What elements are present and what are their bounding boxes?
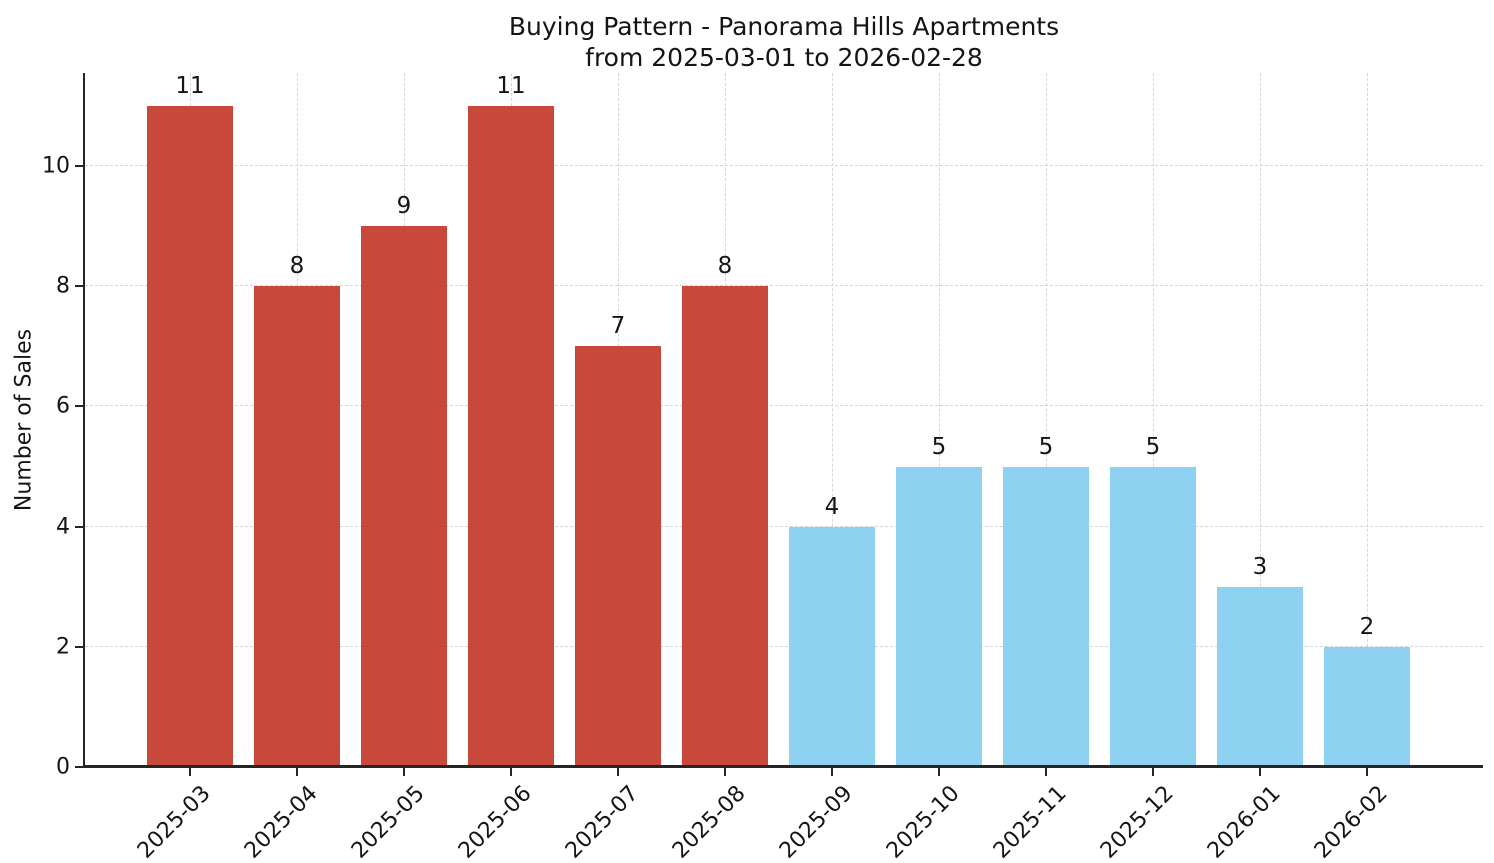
bar-slot: 2 2026-02 [1310,73,1421,863]
bar-value-label: 2 [1359,613,1375,640]
bar-value-label: 11 [175,73,205,100]
x-tick-mark [403,767,405,776]
x-tick-label: 2025-09 [775,781,858,863]
bar [468,106,554,767]
x-tick-label: 2025-06 [454,781,537,863]
bar [896,466,982,767]
gridline-vertical [1367,73,1368,767]
y-tick-mark [75,285,83,288]
y-tick-label: 4 [56,514,70,540]
chart-title: Buying Pattern - Panorama Hills Apartmen… [85,11,1483,73]
bar-slot: 3 2026-01 [1203,73,1314,863]
x-tick-mark [510,767,512,776]
bar [1217,586,1303,767]
plot-area: 0 2 4 6 8 10 11 2025-03 8 2025-04 9 2025-05 11 2025-0… [42,73,1483,863]
bar-value-label: 3 [1252,553,1268,580]
x-axis-spine [83,765,1483,768]
bar-slot: 11 2025-06 [454,73,565,863]
y-tick-mark [75,165,83,168]
y-tick-mark [75,766,83,768]
x-tick-label: 2025-05 [347,781,430,863]
bar [147,106,233,767]
x-tick-mark [1152,767,1154,776]
bar-slot: 7 2025-07 [561,73,672,863]
bar-value-label: 5 [931,433,947,460]
x-tick-mark [938,767,940,776]
gridline-vertical [832,73,833,767]
bar-value-label: 8 [289,253,305,280]
x-tick-mark [296,767,298,776]
x-tick-mark [831,767,833,776]
bar-value-label: 4 [824,493,840,520]
bar [361,226,447,767]
bar [254,286,340,767]
bar-slot: 5 2025-12 [1096,73,1207,863]
bar-value-label: 9 [396,193,412,220]
bar-slot: 8 2025-04 [240,73,351,863]
y-tick-label: 2 [56,634,70,660]
gridline-horizontal [85,285,1483,287]
bar-slot: 11 2025-03 [133,73,244,863]
y-tick-mark [75,645,83,648]
x-tick-mark [1259,767,1261,776]
x-tick-mark [724,767,726,776]
x-tick-label: 2025-11 [989,781,1072,863]
y-tick-mark [75,405,83,408]
bar-value-label: 5 [1038,433,1054,460]
bar [1003,466,1089,767]
bar [575,346,661,767]
y-tick-mark [75,525,83,528]
y-tick-label: 8 [56,273,70,299]
gridline-horizontal [85,165,1483,167]
gridline-vertical [1153,73,1154,767]
x-tick-label: 2025-03 [133,781,216,863]
chart-title-line1: Buying Pattern - Panorama Hills Apartmen… [508,12,1060,41]
chart-title-line2: from 2025-03-01 to 2026-02-28 [585,43,983,72]
bar-slot: 5 2025-10 [882,73,993,863]
gridline-vertical [939,73,940,767]
y-tick-label: 6 [56,393,70,419]
bar [789,526,875,767]
gridline-vertical [1260,73,1261,767]
x-tick-mark [1045,767,1047,776]
bar-value-label: 7 [610,313,626,340]
bar [682,286,768,767]
y-axis-label: Number of Sales [11,328,37,512]
bar [1110,466,1196,767]
x-tick-label: 2025-12 [1096,781,1179,863]
x-tick-mark [617,767,619,776]
gridline-horizontal [85,645,1483,647]
bar-slot: 8 2025-08 [668,73,779,863]
bar-value-label: 8 [717,253,733,280]
y-axis-spine [83,73,85,767]
y-tick-label: 10 [42,153,70,179]
x-tick-label: 2025-07 [561,781,644,863]
x-tick-label: 2025-10 [882,781,965,863]
bar-slot: 9 2025-05 [347,73,458,863]
x-tick-label: 2025-08 [668,781,751,863]
bar [1324,646,1410,767]
x-tick-label: 2026-02 [1310,781,1393,863]
gridline-horizontal [85,525,1483,527]
bar-slot: 5 2025-11 [989,73,1100,863]
gridline-vertical [1046,73,1047,767]
y-tick-label: 0 [56,754,70,780]
x-tick-label: 2025-04 [240,781,323,863]
x-tick-mark [189,767,191,776]
gridline-horizontal [85,405,1483,407]
x-tick-label: 2026-01 [1203,781,1286,863]
bar-value-label: 11 [496,73,526,100]
bar-slot: 4 2025-09 [775,73,886,863]
x-tick-mark [1366,767,1368,776]
bar-value-label: 5 [1145,433,1161,460]
